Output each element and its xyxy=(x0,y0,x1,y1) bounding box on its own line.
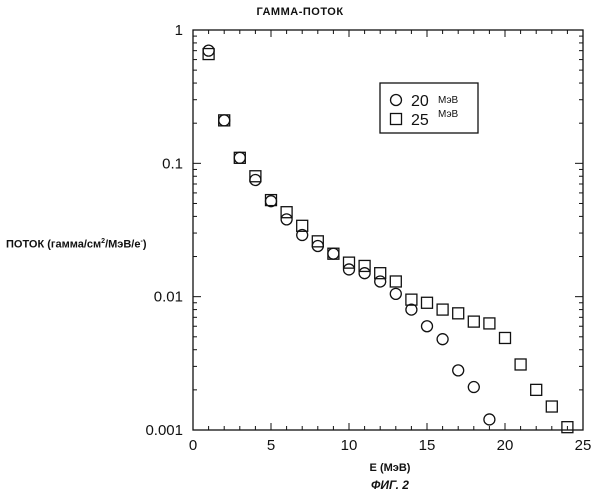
data-point-circle xyxy=(250,174,261,185)
y-axis-label-close: ) xyxy=(143,239,147,251)
data-point-circle xyxy=(359,268,370,279)
x-tick-label: 15 xyxy=(419,437,436,454)
data-point-circle xyxy=(375,276,386,287)
legend-series-unit: МэВ xyxy=(438,109,459,120)
data-point-square xyxy=(453,308,464,319)
y-axis-label: ПОТОК (гамма/см2/МэВ/e-) xyxy=(6,238,147,251)
y-axis-label-prefix: ПОТОК (гамма/см xyxy=(6,239,101,251)
data-point-square xyxy=(500,332,511,343)
y-tick-label: 0.1 xyxy=(162,155,183,172)
data-point-square xyxy=(531,384,542,395)
data-point-square xyxy=(437,304,448,315)
x-tick-label: 10 xyxy=(341,437,358,454)
data-point-circle xyxy=(484,414,495,425)
y-tick-label: 0.001 xyxy=(145,422,183,439)
data-point-square xyxy=(515,359,526,370)
y-tick-label: 1 xyxy=(175,22,183,39)
data-point-circle xyxy=(453,365,464,376)
data-point-square xyxy=(390,276,401,287)
data-point-circle xyxy=(468,382,479,393)
data-point-circle xyxy=(344,264,355,275)
legend-series-name: 25 xyxy=(411,112,429,129)
y-tick-label: 0.01 xyxy=(154,289,183,306)
x-tick-label: 25 xyxy=(575,437,592,454)
data-point-circle xyxy=(437,334,448,345)
data-point-circle xyxy=(390,288,401,299)
x-tick-label: 20 xyxy=(497,437,514,454)
x-tick-label: 5 xyxy=(267,437,275,454)
data-point-square xyxy=(468,316,479,327)
data-point-circle xyxy=(328,248,339,259)
figure-caption: ФИГ. 2 xyxy=(0,478,600,492)
x-tick-label: 0 xyxy=(189,437,197,454)
data-point-circle xyxy=(219,115,230,126)
data-point-circle xyxy=(312,240,323,251)
y-axis-label-suffix: /МэВ/e xyxy=(105,239,140,251)
data-point-square xyxy=(484,318,495,329)
chart-title: ГАММА-ПОТОК xyxy=(0,6,600,18)
legend-box xyxy=(380,83,478,133)
data-point-circle xyxy=(203,45,214,56)
x-axis-label: E (МэВ) xyxy=(0,462,600,474)
legend-series-name: 20 xyxy=(411,93,429,110)
data-point-circle xyxy=(234,152,245,163)
data-point-circle xyxy=(281,214,292,225)
legend-series-unit: МэВ xyxy=(438,95,459,106)
data-point-square xyxy=(546,401,557,412)
data-point-circle xyxy=(422,321,433,332)
data-point-square xyxy=(422,297,433,308)
